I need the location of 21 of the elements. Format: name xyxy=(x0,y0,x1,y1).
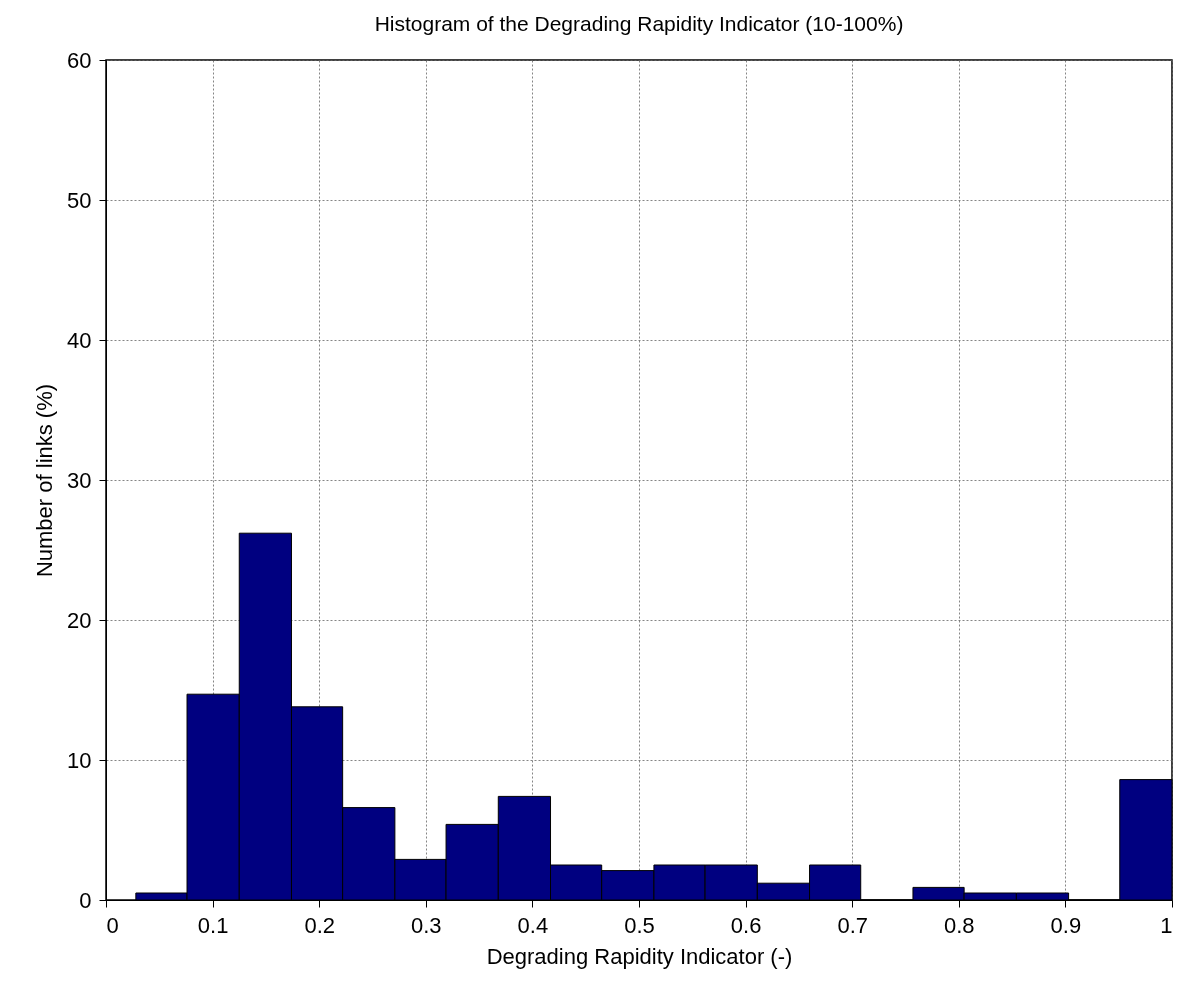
y-tick-label: 10 xyxy=(67,747,92,773)
x-tick-label: 0.1 xyxy=(197,912,229,938)
y-tick-label: 50 xyxy=(67,187,92,213)
x-tick-label: 0.6 xyxy=(730,912,762,938)
x-tick-label: 0.9 xyxy=(1050,912,1082,938)
x-tick-label: 1 xyxy=(1160,912,1173,938)
y-tick-label: 30 xyxy=(67,467,92,493)
y-tick-label: 20 xyxy=(67,607,92,633)
x-tick-label: 0.3 xyxy=(411,912,442,938)
y-tick-label: 60 xyxy=(67,47,92,73)
x-axis-title: Degrading Rapidity Indicator (-) xyxy=(486,943,793,969)
x-tick-label: 0.2 xyxy=(304,912,335,938)
y-axis-title: Number of links (%) xyxy=(32,383,58,578)
x-tick-label: 0.7 xyxy=(837,912,868,938)
x-tick-label: 0.5 xyxy=(624,912,655,938)
x-tick-label: 0 xyxy=(106,912,119,938)
y-tick-label: 0 xyxy=(79,887,92,913)
x-tick-label: 0.4 xyxy=(517,912,549,938)
x-tick-label: 0.8 xyxy=(944,912,975,938)
chart-title: Histogram of the Degrading Rapidity Indicator (10-100%) xyxy=(374,12,904,35)
y-tick-label: 40 xyxy=(67,327,92,353)
